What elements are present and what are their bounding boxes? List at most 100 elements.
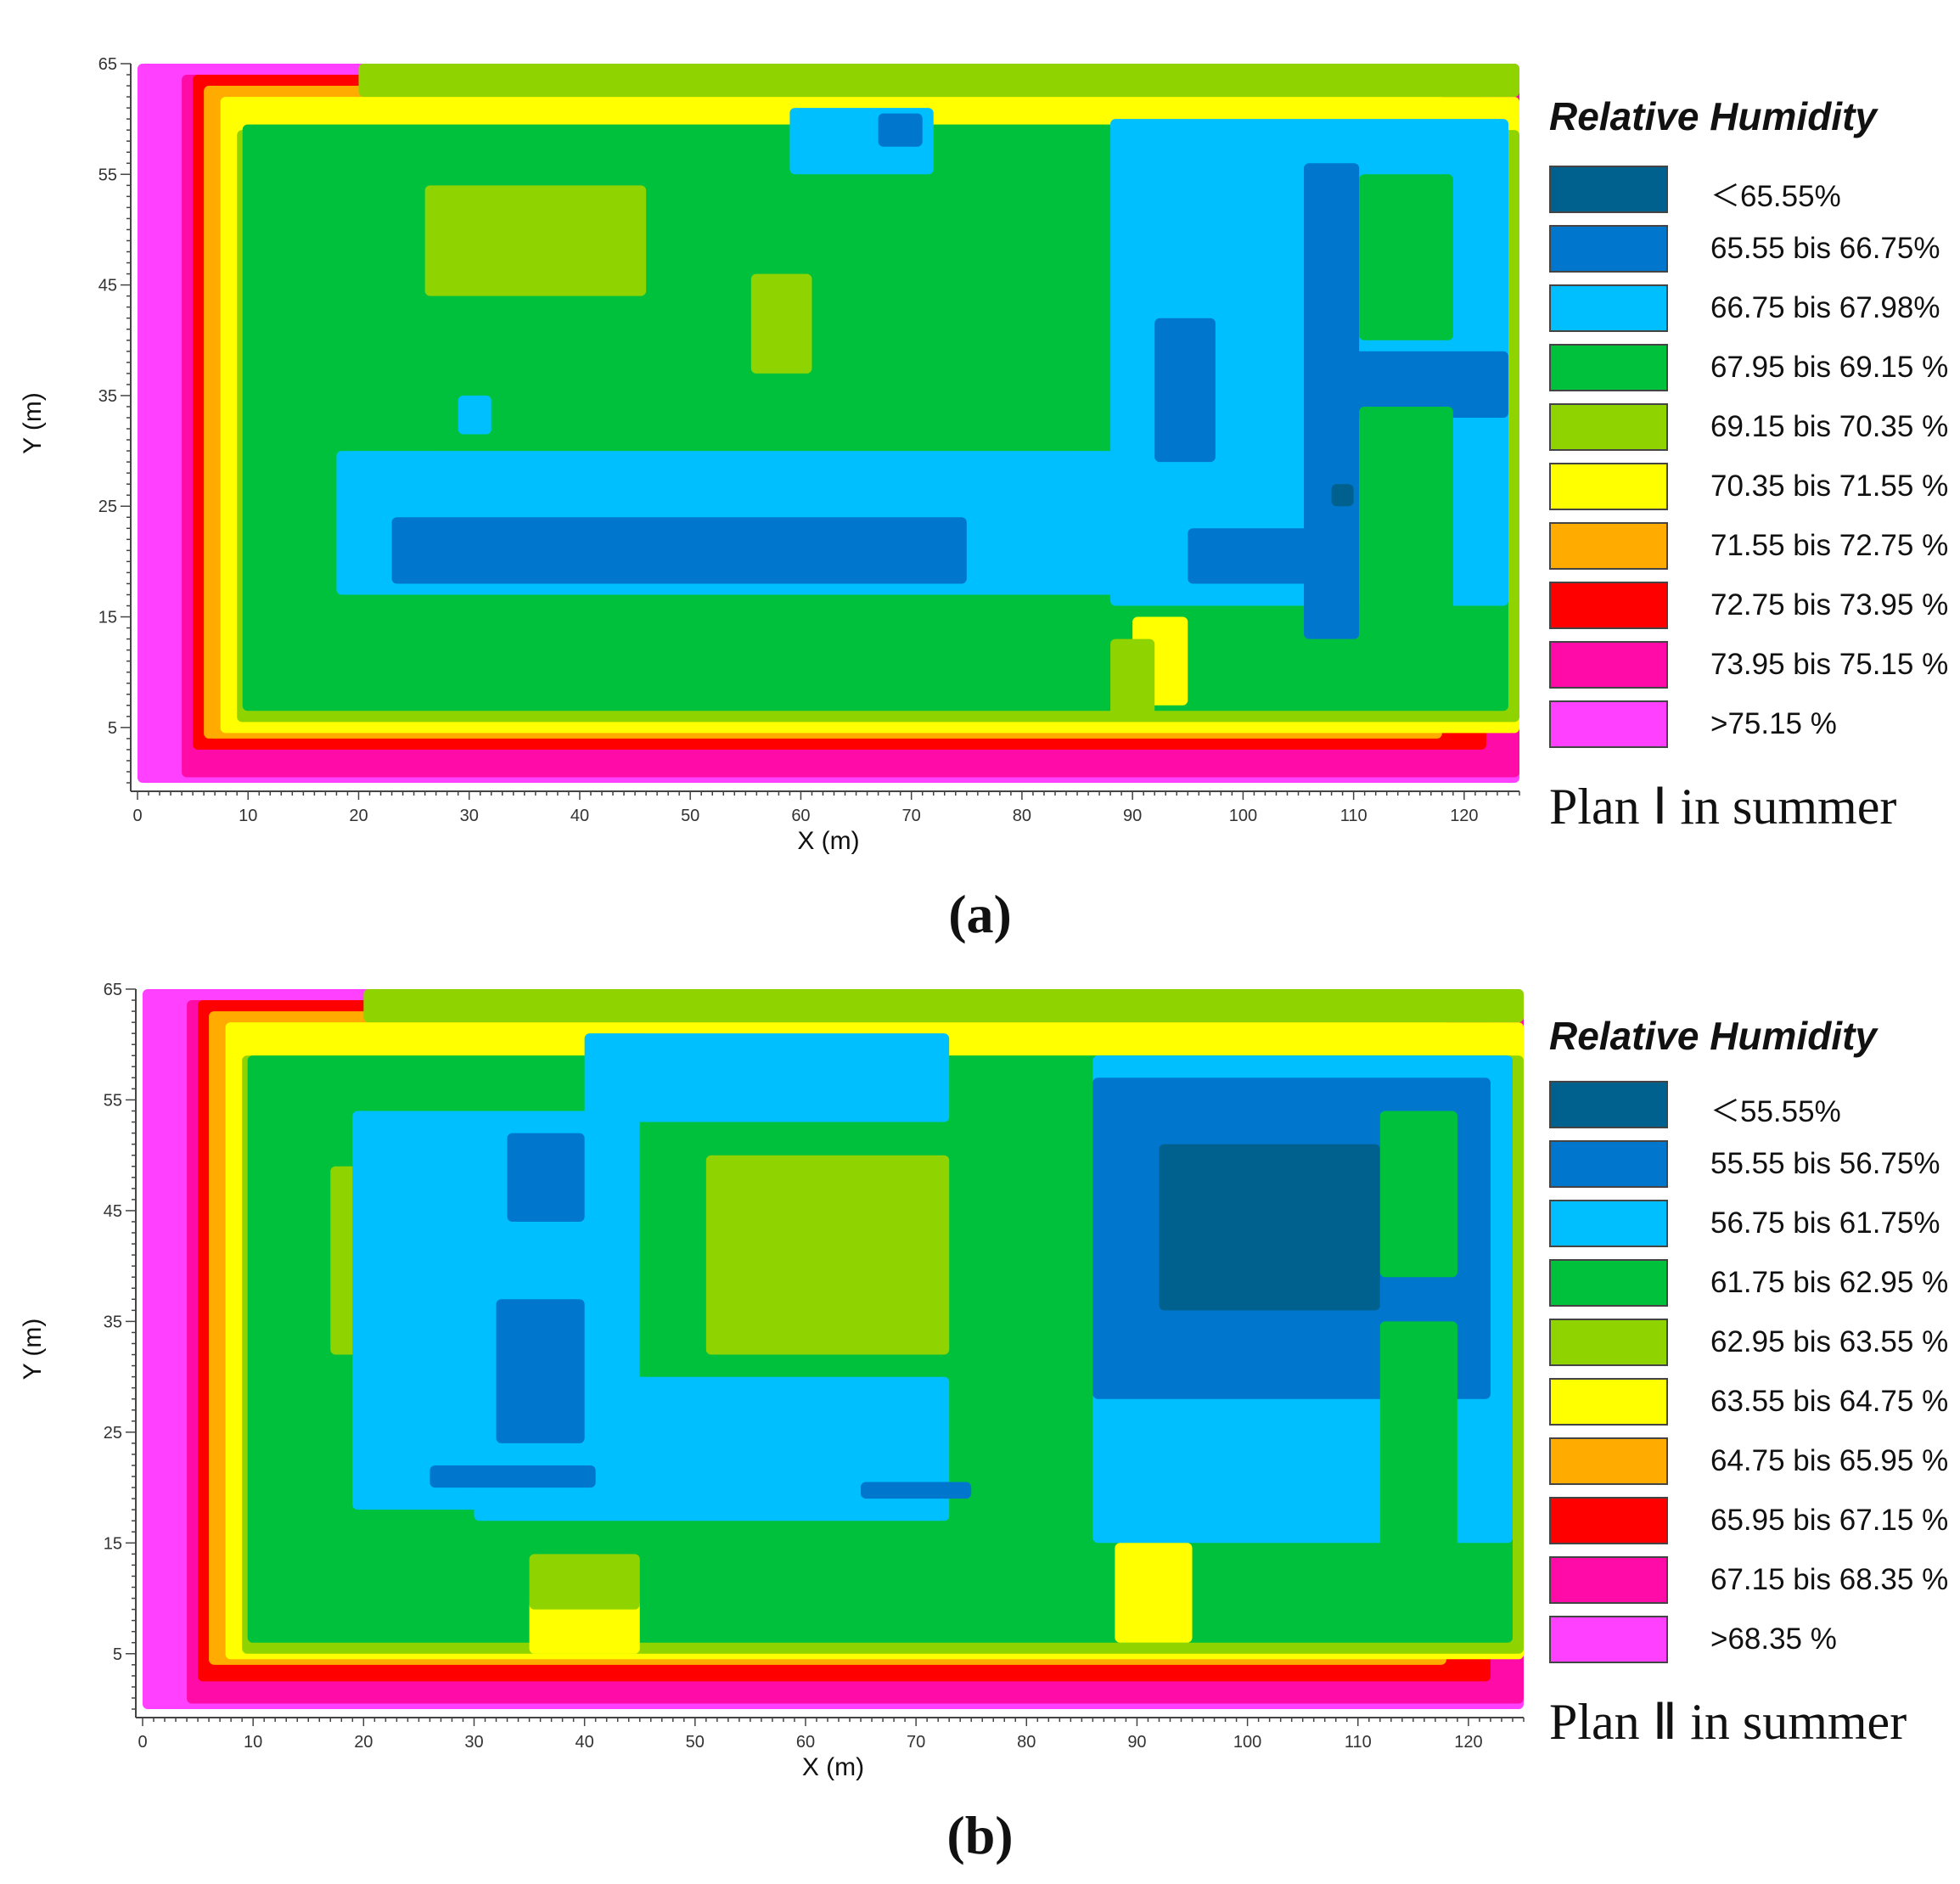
legend-item: 64.75 bis 65.95 %: [1549, 1437, 1957, 1487]
x-tick-label: 70: [907, 1733, 925, 1752]
y-tick-label: 25: [104, 1424, 122, 1443]
legend-swatch: [1549, 641, 1668, 689]
y-tick-label: 55: [104, 1091, 122, 1110]
x-tick-label: 40: [576, 1733, 594, 1752]
x-tick-label: 100: [1233, 1733, 1261, 1752]
heatmap-region: [1110, 638, 1155, 717]
heatmap-cells: [138, 64, 1520, 783]
heatmap-region: [861, 1482, 972, 1499]
legend-label: 72.75 bis 73.95 %: [1710, 588, 1949, 621]
x-tick-label: 120: [1450, 807, 1478, 825]
legend-title-a: Relative Humidity: [1549, 94, 1877, 138]
legend-swatch: [1549, 1616, 1668, 1663]
heatmap-region: [1359, 406, 1453, 639]
legend-label: 56.75 bis 61.75%: [1710, 1206, 1940, 1240]
legend-label: 62.95 bis 63.55 %: [1710, 1325, 1949, 1358]
legend-item: 70.35 bis 71.55 %: [1549, 463, 1957, 512]
legend-title-b: Relative Humidity: [1549, 1014, 1877, 1058]
legend-item: >68.35 %: [1549, 1616, 1957, 1665]
heatmap-region: [750, 273, 812, 374]
x-axis-title: X (m): [797, 827, 859, 855]
heatmap-region: [878, 113, 923, 147]
legend-swatch: [1549, 1140, 1668, 1188]
legend-label: 65.95 bis 67.15 %: [1710, 1504, 1949, 1537]
legend-label: 64.75 bis 65.95 %: [1710, 1444, 1949, 1477]
plan-label-a: Plan Ⅰ in summer: [1549, 779, 1897, 835]
x-tick-label: 110: [1345, 1733, 1372, 1752]
legend-item: 66.75 bis 67.98%: [1549, 284, 1957, 334]
legend-item: ＜65.55%: [1549, 166, 1957, 215]
legend-item: 73.95 bis 75.15 %: [1549, 641, 1957, 690]
panel-label-b: (b): [946, 1805, 1014, 1865]
x-tick-label: 10: [244, 1733, 262, 1752]
legend-label: 61.75 bis 62.95 %: [1710, 1266, 1949, 1299]
legend-item: 56.75 bis 61.75%: [1549, 1200, 1957, 1249]
x-tick-label: 0: [132, 807, 142, 825]
heatmap-region: [1359, 174, 1453, 340]
heatmap-region: [1331, 484, 1354, 507]
legend-item: 55.55 bis 56.75%: [1549, 1140, 1957, 1189]
y-tick-label: 15: [104, 1534, 122, 1553]
legend-label: 73.95 bis 75.15 %: [1710, 648, 1949, 681]
heatmap-region: [1159, 1144, 1380, 1311]
panel-a: 0 10 20 30 40 50 60 70 80 90 100 110 120 5 15 25 35 45 55 6…: [0, 0, 1960, 944]
legend-label: 65.55 bis 66.75%: [1710, 232, 1940, 265]
heatmap-region: [496, 1299, 585, 1443]
legend-swatch: [1549, 1081, 1668, 1128]
heatmap-region: [1379, 1321, 1457, 1566]
legend-item: 67.15 bis 68.35 %: [1549, 1556, 1957, 1606]
x-tick-label: 20: [349, 807, 368, 825]
x-tick-label: 80: [1017, 1733, 1036, 1752]
legend-label: 69.15 bis 70.35 %: [1710, 410, 1949, 443]
x-tick-label: 20: [354, 1733, 373, 1752]
legend-swatch: [1549, 166, 1668, 213]
x-tick-label: 90: [1123, 807, 1142, 825]
x-tick-label: 30: [460, 807, 479, 825]
legend-label: >75.15 %: [1710, 707, 1837, 740]
x-tick-label: 70: [902, 807, 921, 825]
legend-swatch: [1549, 582, 1668, 629]
legend-item: 65.95 bis 67.15 %: [1549, 1497, 1957, 1546]
x-tick-label: 50: [681, 807, 699, 825]
x-tick-label: 60: [791, 807, 810, 825]
x-axis-title: X (m): [802, 1753, 864, 1781]
legend-swatch: [1549, 1259, 1668, 1307]
y-axis-title: Y (m): [19, 392, 47, 454]
y-tick-label: 55: [98, 166, 117, 184]
chart-b-svg: 0 10 20 30 40 50 60 70 80 90 100 110 120 5 15 25 35 45 55 6…: [19, 981, 1525, 1781]
legend-swatch: [1549, 463, 1668, 510]
heatmap-region: [507, 1133, 585, 1222]
y-tick-label: 5: [113, 1645, 122, 1664]
y-tick-label: 45: [98, 277, 117, 295]
legend-label: 66.75 bis 67.98%: [1710, 291, 1940, 324]
heatmap-region: [391, 517, 967, 584]
legend-item: 63.55 bis 64.75 %: [1549, 1378, 1957, 1427]
x-tick-label: 40: [570, 807, 589, 825]
heatmap-region: [1154, 318, 1216, 463]
legend-item: 72.75 bis 73.95 %: [1549, 582, 1957, 631]
legend-swatch: [1549, 1319, 1668, 1366]
legend-swatch: [1549, 1378, 1668, 1426]
heatmap-region: [458, 395, 491, 435]
legend-label: 63.55 bis 64.75 %: [1710, 1385, 1949, 1418]
legend-label: 67.15 bis 68.35 %: [1710, 1563, 1949, 1596]
x-tick-label: 80: [1013, 807, 1031, 825]
legend-item: 71.55 bis 72.75 %: [1549, 522, 1957, 571]
legend-label: >68.35 %: [1710, 1622, 1837, 1656]
legend-label: 67.95 bis 69.15 %: [1710, 351, 1949, 384]
legend-item: 61.75 bis 62.95 %: [1549, 1259, 1957, 1308]
x-tick-label: 110: [1340, 807, 1368, 825]
heatmap-region: [584, 1033, 950, 1122]
heatmap-region: [529, 1554, 640, 1610]
legend-swatch: [1549, 344, 1668, 391]
heatmap-region: [1188, 528, 1310, 584]
x-tick-label: 100: [1229, 807, 1257, 825]
heatmap-region: [424, 185, 647, 296]
heatmap-region: [1309, 351, 1508, 418]
y-tick-label: 65: [98, 55, 117, 74]
legend-item: 62.95 bis 63.55 %: [1549, 1319, 1957, 1368]
y-axis-title: Y (m): [19, 1319, 47, 1381]
y-tick-label: 35: [98, 387, 117, 406]
y-tick-label: 35: [104, 1313, 122, 1331]
legend-item: 65.55 bis 66.75%: [1549, 225, 1957, 274]
